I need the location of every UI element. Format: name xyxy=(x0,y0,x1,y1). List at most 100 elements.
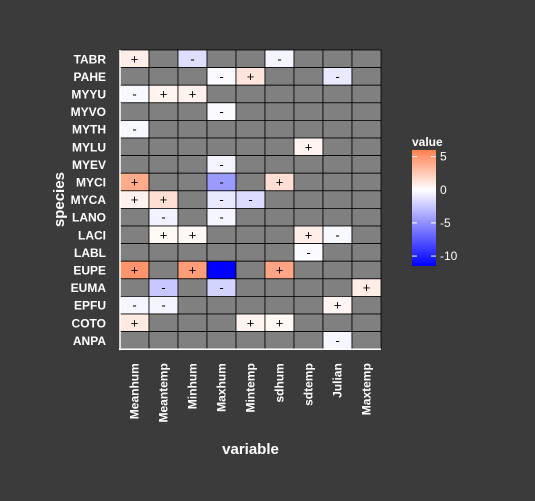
y-tick-label: MYYU xyxy=(71,88,106,102)
cell-sign-label: - xyxy=(219,210,223,225)
heatmap-cell xyxy=(351,84,382,104)
x-tick-label: Minhum xyxy=(186,363,200,409)
heatmap-cell xyxy=(235,278,266,297)
cell-sign-label: + xyxy=(189,87,197,102)
heatmap-cell xyxy=(351,102,382,121)
heatmap-cell xyxy=(264,207,295,227)
heatmap-cell xyxy=(264,190,295,209)
heatmap-cell xyxy=(264,120,295,139)
heatmap-cell xyxy=(351,313,382,333)
heatmap-cell xyxy=(235,225,266,245)
heatmap-cell xyxy=(264,102,295,121)
cell-sign-label: + xyxy=(160,227,168,242)
y-tick-label: TABR xyxy=(74,52,107,66)
y-tick-label: LANO xyxy=(72,211,106,225)
heatmap-cell xyxy=(148,67,179,86)
heatmap-cell xyxy=(177,331,208,350)
heatmap-cell xyxy=(293,84,324,104)
cell-sign-label: - xyxy=(161,210,165,225)
heatmap-cell xyxy=(177,207,208,227)
heatmap-cell xyxy=(322,120,353,139)
heatmap-cell xyxy=(293,331,324,350)
heatmap-cell xyxy=(177,278,208,297)
heatmap-cell xyxy=(177,313,208,333)
heatmap-cells: + - - - + - - + + - - + - + - + + + - - - - + + + - - + + + - - + - - + + + + - xyxy=(119,49,382,350)
heatmap-cell xyxy=(148,120,179,139)
x-tick-label: Meanhum xyxy=(128,363,142,419)
heatmap-cell xyxy=(119,67,150,86)
heatmap-cell xyxy=(235,49,266,69)
heatmap-cell xyxy=(177,190,208,209)
heatmap-cell xyxy=(322,155,353,174)
heatmap-cell xyxy=(206,84,237,104)
cell-sign-label: + xyxy=(276,263,284,278)
cell-sign-label: + xyxy=(131,175,139,190)
heatmap-cell xyxy=(206,260,237,280)
y-tick-label: MYEV xyxy=(72,158,106,172)
heatmap-cell xyxy=(293,67,324,86)
heatmap-cell xyxy=(322,49,353,69)
heatmap-cell xyxy=(235,102,266,121)
heatmap-cell xyxy=(235,295,266,315)
y-tick-label: COTO xyxy=(72,316,106,330)
heatmap-cell xyxy=(264,278,295,297)
cell-sign-label: + xyxy=(276,175,284,190)
heatmap-cell xyxy=(293,155,324,174)
heatmap-cell xyxy=(293,278,324,297)
heatmap-cell xyxy=(206,120,237,139)
cell-sign-label: - xyxy=(248,192,252,207)
cell-sign-label: + xyxy=(131,192,139,207)
legend-tick-label: -10 xyxy=(440,249,458,263)
heatmap-cell xyxy=(148,313,179,333)
cell-sign-label: + xyxy=(305,139,313,154)
heatmap-cell xyxy=(177,120,208,139)
y-axis-title: species xyxy=(51,172,68,227)
cell-sign-label: - xyxy=(335,69,339,84)
legend-ticks: 5 0 -5 -10 xyxy=(412,150,458,263)
heatmap-cell xyxy=(235,137,266,157)
y-tick-label: MYLU xyxy=(72,140,106,154)
heatmap-cell xyxy=(264,84,295,104)
x-axis-title: variable xyxy=(222,441,279,458)
cell-sign-label: - xyxy=(219,192,223,207)
heatmap-cell xyxy=(322,102,353,121)
heatmap-cell xyxy=(235,260,266,280)
heatmap-cell xyxy=(235,207,266,227)
heatmap-cell xyxy=(119,278,150,297)
x-tick-label: Julian xyxy=(331,363,345,398)
heatmap-cell xyxy=(119,155,150,174)
cell-sign-label: + xyxy=(131,51,139,66)
heatmap-cell xyxy=(235,331,266,350)
heatmap-cell xyxy=(235,243,266,262)
cell-sign-label: - xyxy=(132,87,136,102)
heatmap-cell xyxy=(322,84,353,104)
x-tick-labels: Meanhum Meantemp Minhum Maxhum Mintemp sdhum s… xyxy=(128,363,374,422)
cell-sign-label: - xyxy=(306,245,310,260)
heatmap-cell xyxy=(177,243,208,262)
heatmap-cell xyxy=(177,67,208,86)
heatmap-cell xyxy=(119,225,150,245)
y-tick-label: EPFU xyxy=(74,299,106,313)
cell-sign-label: + xyxy=(189,227,197,242)
heatmap-cell xyxy=(119,331,150,350)
legend-colorbar xyxy=(412,150,436,266)
heatmap-cell xyxy=(293,207,324,227)
heatmap-cell xyxy=(351,172,382,192)
heatmap-cell xyxy=(322,137,353,157)
y-tick-labels: TABR PAHE MYYU MYVO MYTH MYLU MYEV MYCI MYCA LANO… xyxy=(71,52,107,348)
heatmap-cell xyxy=(177,172,208,192)
heatmap-cell xyxy=(351,225,382,245)
cell-sign-label: + xyxy=(160,87,168,102)
cell-sign-label: - xyxy=(219,175,223,190)
heatmap-cell xyxy=(351,207,382,227)
heatmap-cell xyxy=(322,260,353,280)
cell-sign-label: + xyxy=(247,315,255,330)
heatmap-cell xyxy=(148,102,179,121)
cell-sign-label: - xyxy=(161,298,165,313)
x-tick-label: Meantemp xyxy=(157,363,171,422)
x-tick-label: Maxhum xyxy=(215,363,229,412)
heatmap-cell xyxy=(177,137,208,157)
heatmap-cell xyxy=(293,49,324,69)
heatmap-cell xyxy=(206,313,237,333)
cell-sign-label: - xyxy=(219,104,223,119)
